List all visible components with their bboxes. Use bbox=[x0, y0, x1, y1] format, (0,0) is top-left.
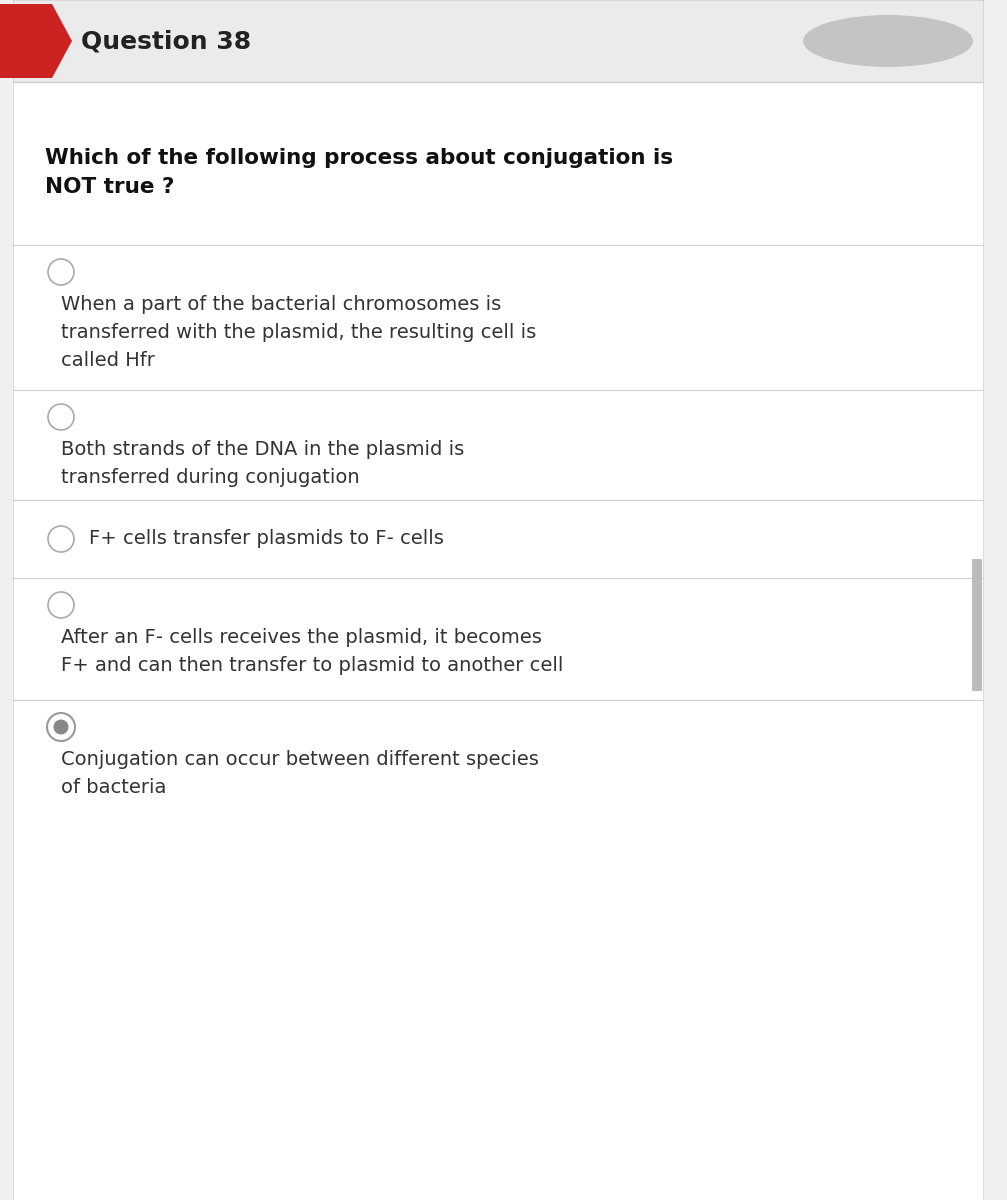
Circle shape bbox=[48, 404, 74, 430]
FancyBboxPatch shape bbox=[13, 0, 983, 82]
Text: After an F- cells receives the plasmid, it becomes
F+ and can then transfer to p: After an F- cells receives the plasmid, … bbox=[61, 628, 563, 674]
Circle shape bbox=[48, 592, 74, 618]
Text: Both strands of the DNA in the plasmid is
transferred during conjugation: Both strands of the DNA in the plasmid i… bbox=[61, 440, 464, 487]
FancyBboxPatch shape bbox=[972, 559, 982, 691]
Polygon shape bbox=[52, 4, 71, 78]
Text: Conjugation can occur between different species
of bacteria: Conjugation can occur between different … bbox=[61, 750, 539, 797]
Ellipse shape bbox=[803, 14, 973, 67]
Text: F+ cells transfer plasmids to F- cells: F+ cells transfer plasmids to F- cells bbox=[89, 529, 444, 548]
Text: Question 38: Question 38 bbox=[81, 29, 251, 53]
Circle shape bbox=[48, 259, 74, 284]
Circle shape bbox=[47, 713, 75, 740]
Circle shape bbox=[48, 526, 74, 552]
Circle shape bbox=[53, 720, 68, 734]
FancyBboxPatch shape bbox=[0, 4, 52, 78]
Text: When a part of the bacterial chromosomes is
transferred with the plasmid, the re: When a part of the bacterial chromosomes… bbox=[61, 295, 537, 370]
FancyBboxPatch shape bbox=[13, 0, 983, 1200]
Text: Which of the following process about conjugation is
NOT true ?: Which of the following process about con… bbox=[45, 148, 673, 197]
